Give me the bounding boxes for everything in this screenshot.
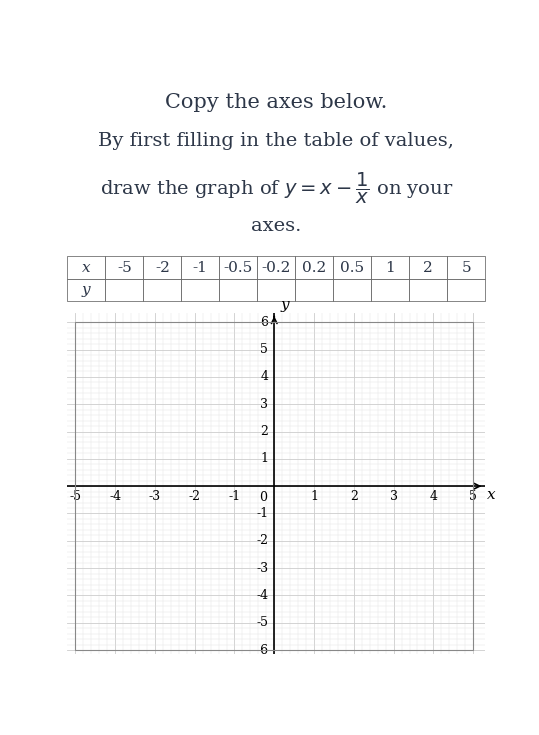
Text: -5: -5 — [256, 616, 268, 629]
Text: -4: -4 — [256, 589, 268, 602]
Text: -4: -4 — [109, 490, 121, 503]
Text: 4: 4 — [260, 370, 268, 384]
Text: y: y — [280, 298, 289, 312]
Text: By first filling in the table of values,: By first filling in the table of values, — [98, 132, 454, 150]
Text: 3: 3 — [390, 490, 398, 503]
Text: -2: -2 — [189, 490, 201, 503]
Text: 5: 5 — [260, 343, 268, 356]
Text: 5: 5 — [469, 490, 477, 503]
Text: 1: 1 — [310, 490, 318, 503]
Text: 0: 0 — [259, 491, 267, 504]
Text: draw the graph of $\mathit{y} = \mathit{x} - \dfrac{1}{\mathit{x}}$ on your: draw the graph of $\mathit{y} = \mathit{… — [100, 171, 453, 207]
Text: -5: -5 — [70, 490, 81, 503]
Text: -1: -1 — [229, 490, 240, 503]
Text: -3: -3 — [149, 490, 161, 503]
Text: 4: 4 — [430, 490, 437, 503]
Text: -3: -3 — [256, 562, 268, 575]
Text: 1: 1 — [260, 452, 268, 465]
Text: -6: -6 — [256, 644, 268, 656]
Text: -1: -1 — [256, 507, 268, 520]
Text: Copy the axes below.: Copy the axes below. — [165, 93, 388, 112]
Text: x: x — [487, 487, 496, 501]
Text: 6: 6 — [260, 316, 268, 329]
Text: 2: 2 — [350, 490, 358, 503]
Text: 2: 2 — [260, 425, 268, 438]
Text: -2: -2 — [256, 534, 268, 548]
Text: 3: 3 — [260, 398, 268, 411]
Text: axes.: axes. — [251, 217, 301, 234]
